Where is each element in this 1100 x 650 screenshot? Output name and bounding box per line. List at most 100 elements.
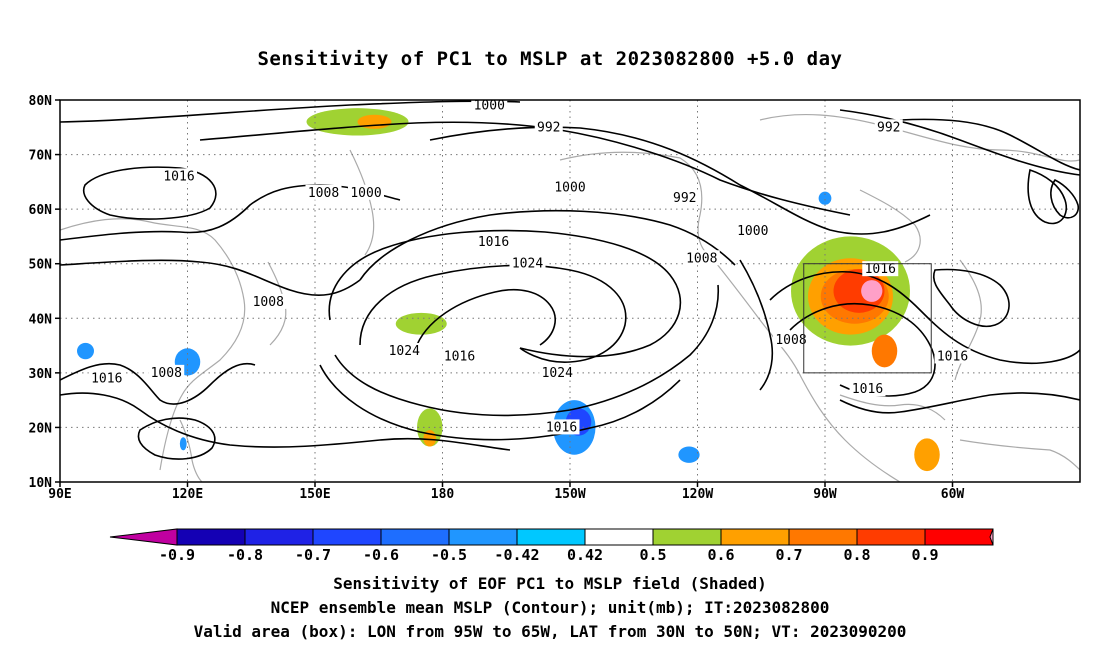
lon-tick-label: 150E <box>299 487 330 502</box>
shaded-region <box>818 191 832 205</box>
contour-line <box>414 288 556 351</box>
colorbar-label: -0.9 <box>159 546 195 564</box>
colorbar-label: 0.6 <box>707 546 734 564</box>
contour-label: 1008 <box>775 333 806 348</box>
contour-label: 1024 <box>389 344 420 359</box>
contour-label: 1016 <box>478 235 509 250</box>
coastline-east-asia <box>60 218 246 471</box>
contour-label: 1000 <box>350 186 381 201</box>
colorbar: -0.9 -0.8 -0.7 -0.6 -0.5 -0.42 0.42 0.5 0.6 0.7 0.… <box>109 528 994 564</box>
lat-tick-label: 80N <box>29 94 53 109</box>
contour-line <box>83 166 217 220</box>
contour-label-bg <box>849 381 886 397</box>
lon-tick-label: 150W <box>554 487 585 502</box>
lat-tick-label: 60N <box>29 203 53 218</box>
colorbar-label: 0.8 <box>843 546 870 564</box>
colorbar-cell <box>720 528 790 546</box>
colorbar-cell <box>448 528 518 546</box>
latitude-axis: 80N 70N 60N 50N 40N 30N 20N 10N <box>29 94 60 491</box>
contour-label: 1000 <box>554 180 585 195</box>
colorbar-cell <box>652 528 722 546</box>
colorbar-label: -0.42 <box>494 546 539 564</box>
contour-line <box>739 259 774 391</box>
footer-line-1: Sensitivity of EOF PC1 to MSLP field (Sh… <box>333 574 767 593</box>
contour-label-bg <box>250 293 287 309</box>
contour-line <box>334 284 720 417</box>
contour-label-bg <box>539 364 576 380</box>
contour-label: 1024 <box>512 257 543 272</box>
lon-tick-label: 180 <box>431 487 455 502</box>
lat-tick-label: 30N <box>29 367 53 382</box>
coastlines <box>60 113 1080 482</box>
coastline-arctic-canada <box>759 113 1080 162</box>
colorbar-cell <box>584 528 654 546</box>
coastline-hudson <box>859 189 921 263</box>
contour-line <box>60 392 511 451</box>
contour-line <box>199 121 851 216</box>
contour-label: 1016 <box>91 371 122 386</box>
colorbar-cell <box>176 528 246 546</box>
contour-label-bg <box>552 179 588 195</box>
contour-label-bg <box>509 255 546 271</box>
colorbar-label: 0.7 <box>775 546 802 564</box>
contour-line <box>60 259 361 296</box>
contour-label: 1016 <box>852 382 883 397</box>
shaded-region <box>395 312 447 335</box>
contour-label: 1008 <box>151 366 182 381</box>
lon-tick-label: 90W <box>813 487 837 502</box>
lon-tick-label: 120E <box>172 487 203 502</box>
contour-line <box>932 268 1010 327</box>
colorbar-label: 0.9 <box>911 546 938 564</box>
colorbar-cell <box>312 528 382 546</box>
shaded-region <box>179 437 187 451</box>
contour-label-bg <box>670 190 699 206</box>
contour-label: 1016 <box>865 262 896 277</box>
contour-label-bg <box>348 184 384 200</box>
colorbar-cell <box>924 528 994 546</box>
contour-label: 1000 <box>737 224 768 239</box>
shaded-region <box>77 342 94 360</box>
colorbar-label: 0.42 <box>567 546 603 564</box>
contour-line <box>769 270 1080 365</box>
colorbar-cell <box>989 528 994 546</box>
colorbar-label: 0.5 <box>639 546 666 564</box>
coastline-south-america <box>959 439 1080 471</box>
colorbar-cell <box>856 528 926 546</box>
contour-label-bg <box>534 119 563 135</box>
coastline-philippines <box>179 419 203 482</box>
contour-label: 1008 <box>686 251 717 266</box>
contour-line <box>359 209 736 281</box>
shaded-region <box>871 334 898 368</box>
colorbar-label: -0.6 <box>363 546 399 564</box>
contour-label-bg <box>386 343 423 359</box>
shaded-region <box>914 438 940 472</box>
colorbar-cell <box>788 528 858 546</box>
contour-label-bg <box>441 348 478 364</box>
contour-label-bg <box>874 119 903 135</box>
contour-label-bg <box>475 233 512 249</box>
lat-tick-label: 70N <box>29 149 53 164</box>
lon-tick-label: 90E <box>48 487 71 502</box>
lat-tick-label: 20N <box>29 421 53 436</box>
contour-line <box>789 302 936 397</box>
page-title: Sensitivity of PC1 to MSLP at 2023082800… <box>257 48 843 70</box>
contour-label: 1008 <box>308 186 339 201</box>
colorbar-cell <box>516 528 586 546</box>
contour-label-bg <box>305 184 342 200</box>
colorbar-label: -0.8 <box>227 546 263 564</box>
contour-line <box>60 362 256 405</box>
contour-label-bg <box>88 370 125 386</box>
contour-label-bg <box>543 419 580 435</box>
contour-line <box>319 364 681 441</box>
contour-line <box>359 264 627 363</box>
coastline-kamchatka <box>349 149 375 256</box>
contour-label: 1024 <box>542 366 573 381</box>
contour-label: 1016 <box>937 349 968 364</box>
contour-label-bg <box>734 222 771 238</box>
colorbar-cell <box>244 528 314 546</box>
contour-label: 1016 <box>444 349 475 364</box>
contour-line <box>1027 168 1067 225</box>
contour-line <box>60 100 521 123</box>
